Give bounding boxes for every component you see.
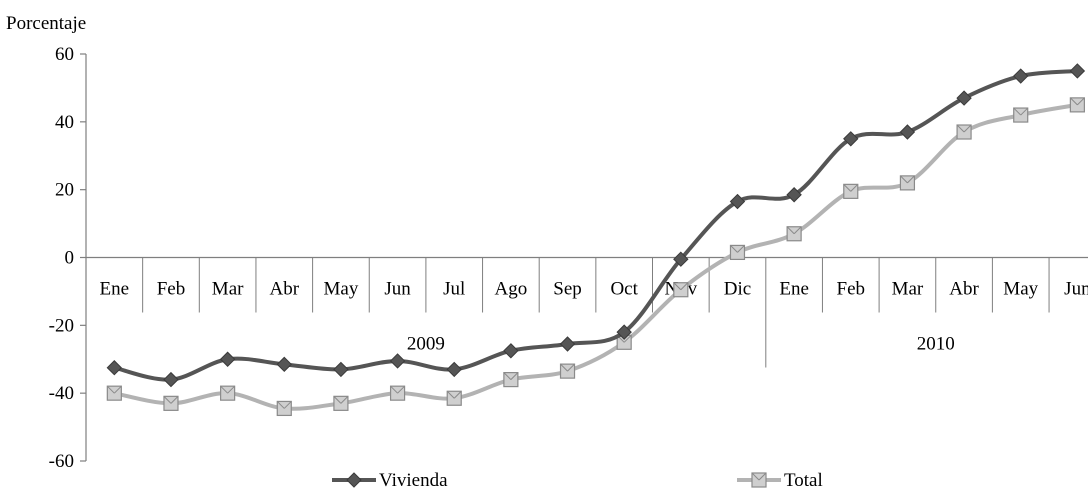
x-tick-label: Mar (892, 279, 924, 300)
data-point-vivienda (163, 371, 179, 388)
y-tick-label: 0 (65, 248, 75, 269)
data-point-vivienda (729, 193, 746, 210)
x-tick-label: Jul (443, 279, 465, 300)
data-point-total-detail (793, 226, 802, 235)
data-point-total-detail (453, 390, 462, 399)
legend-item-total: Total (737, 470, 823, 491)
data-point-total-detail (113, 385, 122, 394)
series-vivienda (106, 63, 1086, 388)
data-point-vivienda (389, 353, 406, 369)
data-point-total-detail (276, 401, 285, 409)
data-point-total-detail (397, 385, 405, 394)
series-lines (106, 63, 1086, 417)
data-point-vivienda (843, 131, 859, 147)
data-point-total-detail (737, 245, 745, 253)
year-labels: 2009 2010 (407, 334, 955, 355)
data-point-vivienda (956, 90, 972, 106)
data-point-total-detail (333, 395, 342, 404)
data-point-vivienda (559, 336, 576, 352)
y-tick-label: -40 (49, 383, 74, 404)
x-tick-label: Ene (100, 279, 130, 300)
legend-marker (346, 472, 362, 488)
y-tick-label: 40 (55, 112, 74, 133)
data-point-total-detail (1077, 97, 1085, 106)
data-point-total-detail (907, 175, 915, 184)
y-tick-label: 60 (55, 44, 74, 65)
x-tick-label: Feb (157, 279, 186, 300)
data-point-vivienda (503, 343, 519, 359)
data-point-total-detail (163, 395, 172, 404)
data-point-total-detail (900, 175, 908, 184)
data-point-total-detail (106, 385, 115, 394)
y-axis-label: Porcentaje (6, 13, 86, 34)
category-labels: EneFebMarAbrMayJunJulAgoSepOctNovDicEneF… (100, 279, 1088, 300)
legend-marker-detail (758, 472, 767, 481)
x-tick-label: Ene (779, 279, 809, 300)
x-tick-label: Dic (724, 279, 751, 300)
x-tick-label: Ago (495, 279, 528, 300)
x-tick-label: Abr (269, 279, 299, 300)
legend-item-vivienda: Vivienda (332, 470, 448, 491)
data-point-total-detail (170, 395, 179, 404)
year-label: 2010 (917, 334, 955, 355)
x-tick-label: Oct (610, 279, 638, 300)
y-tick-labels: 60 40 20 0 -20 -40 -60 (49, 44, 74, 472)
data-point-total-detail (340, 395, 349, 404)
data-point-vivienda (673, 251, 689, 267)
data-point-total-detail (786, 226, 795, 235)
data-point-vivienda (276, 356, 292, 373)
data-point-total-detail (1070, 97, 1078, 106)
data-point-vivienda (106, 360, 123, 376)
y-tick-label: -60 (49, 451, 74, 472)
data-point-total-detail (1013, 107, 1022, 116)
data-point-total-detail (623, 334, 632, 343)
data-point-total-detail (963, 124, 972, 133)
data-point-vivienda (786, 187, 802, 203)
data-point-vivienda (1013, 68, 1029, 84)
data-point-vivienda (333, 361, 349, 378)
x-tick-label: Mar (212, 279, 244, 300)
data-point-total-detail (560, 363, 568, 372)
legend-marker-detail (751, 472, 760, 481)
data-point-vivienda (899, 124, 916, 140)
axes (80, 53, 1088, 462)
x-tick-label: Jun (384, 279, 411, 300)
data-point-total-detail (503, 372, 512, 380)
data-point-total-detail (680, 282, 689, 291)
data-point-total-detail (850, 184, 859, 192)
series-line-total (113, 102, 1078, 411)
data-point-total-detail (956, 124, 965, 133)
data-point-total-detail (446, 390, 455, 399)
legend: Vivienda Total (332, 470, 823, 491)
data-point-total-detail (390, 385, 398, 394)
data-point-total-detail (227, 385, 235, 394)
x-tick-label: Abr (949, 279, 979, 300)
legend-label: Total (784, 470, 823, 491)
data-point-vivienda (1069, 63, 1086, 79)
data-point-total-detail (567, 363, 575, 372)
data-point-total-detail (673, 282, 682, 291)
x-tick-label: Feb (837, 279, 866, 300)
data-point-total-detail (510, 372, 519, 380)
year-label: 2009 (407, 334, 445, 355)
x-tick-label: Jun (1064, 279, 1088, 300)
data-point-vivienda (616, 324, 632, 340)
data-point-total-detail (1020, 107, 1029, 116)
data-point-total-detail (730, 245, 738, 253)
y-tick-label: -20 (49, 315, 74, 336)
legend-label: Vivienda (379, 470, 448, 491)
x-tick-label: Sep (553, 279, 582, 300)
series-total (106, 97, 1085, 417)
data-point-vivienda (446, 361, 462, 378)
y-tick-label: 20 (55, 180, 74, 201)
data-point-vivienda (219, 351, 236, 367)
data-point-total-detail (283, 401, 292, 409)
data-point-total-detail (843, 184, 852, 192)
data-point-total-detail (220, 385, 228, 394)
x-tick-label: May (324, 279, 359, 300)
x-tick-label: May (1003, 279, 1038, 300)
